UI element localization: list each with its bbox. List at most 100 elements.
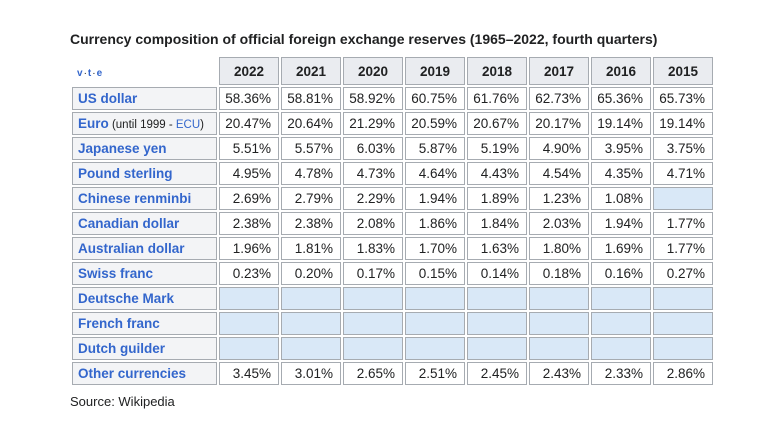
value-cell: [405, 337, 465, 360]
value-cell: [219, 312, 279, 335]
year-column-header: 2015: [653, 57, 713, 85]
value-cell: 3.75%: [653, 137, 713, 160]
value-cell: 1.84%: [467, 212, 527, 235]
value-cell: 2.38%: [219, 212, 279, 235]
vte-edit-link[interactable]: e: [96, 67, 103, 79]
value-cell: 1.69%: [591, 237, 651, 260]
value-cell: 19.14%: [591, 112, 651, 135]
value-cell: 5.57%: [281, 137, 341, 160]
value-cell: 1.80%: [529, 237, 589, 260]
value-cell: 2.38%: [281, 212, 341, 235]
value-cell: 58.36%: [219, 87, 279, 110]
currency-link[interactable]: Swiss franc: [78, 266, 154, 281]
value-cell: 0.17%: [343, 262, 403, 285]
row-label: Australian dollar: [72, 237, 217, 260]
row-label: Deutsche Mark: [72, 287, 217, 310]
value-cell: 1.89%: [467, 187, 527, 210]
value-cell: 1.86%: [405, 212, 465, 235]
value-cell: [653, 287, 713, 310]
currency-link[interactable]: Dutch guilder: [78, 341, 165, 356]
value-cell: 2.08%: [343, 212, 403, 235]
table-title: Currency composition of official foreign…: [70, 31, 658, 47]
value-cell: 62.73%: [529, 87, 589, 110]
value-cell: 19.14%: [653, 112, 713, 135]
vte-separator: ·: [92, 67, 96, 79]
currency-link[interactable]: Australian dollar: [78, 241, 185, 256]
header-row: v·t·e 2022 2021 2020 2019 2018 2017 2016 2015: [72, 57, 713, 85]
value-cell: 4.90%: [529, 137, 589, 160]
currency-link[interactable]: Deutsche Mark: [78, 291, 175, 306]
value-cell: 2.79%: [281, 187, 341, 210]
value-cell: [405, 312, 465, 335]
currency-link[interactable]: Other currencies: [78, 366, 187, 381]
value-cell: [343, 287, 403, 310]
value-cell: 1.83%: [343, 237, 403, 260]
value-cell: 0.14%: [467, 262, 527, 285]
value-cell: 4.54%: [529, 162, 589, 185]
table-row: Swiss franc 0.23% 0.20% 0.17% 0.15% 0.14% 0.18…: [72, 262, 713, 285]
vte-separator: ·: [83, 67, 87, 79]
value-cell: 5.51%: [219, 137, 279, 160]
value-cell: [281, 312, 341, 335]
row-label: Pound sterling: [72, 162, 217, 185]
value-cell: [653, 337, 713, 360]
year-column-header: 2017: [529, 57, 589, 85]
currency-link[interactable]: US dollar: [78, 91, 138, 106]
value-cell: [467, 287, 527, 310]
table-row: Other currencies 3.45% 3.01% 2.65% 2.51% 2.45…: [72, 362, 713, 385]
currency-link[interactable]: Canadian dollar: [78, 216, 180, 231]
vte-talk-link[interactable]: t: [87, 67, 92, 79]
currency-link[interactable]: Japanese yen: [78, 141, 167, 156]
value-cell: [591, 337, 651, 360]
value-cell: 20.64%: [281, 112, 341, 135]
value-cell: 1.94%: [591, 212, 651, 235]
table-body: US dollar 58.36% 58.81% 58.92% 60.75% 61.76% 6…: [72, 87, 713, 385]
value-cell: 58.81%: [281, 87, 341, 110]
value-cell: [653, 312, 713, 335]
table-row: Australian dollar 1.96% 1.81% 1.83% 1.70% 1.6…: [72, 237, 713, 260]
vte-links: v·t·e: [77, 64, 102, 79]
currency-link[interactable]: French franc: [78, 316, 160, 331]
value-cell: [343, 337, 403, 360]
source-note: Source: Wikipedia: [70, 394, 175, 409]
value-cell: [591, 287, 651, 310]
value-cell: [529, 337, 589, 360]
value-cell: 2.03%: [529, 212, 589, 235]
vte-navbar: v·t·e: [72, 57, 217, 85]
currency-link[interactable]: Euro: [78, 116, 109, 131]
value-cell: 4.64%: [405, 162, 465, 185]
row-label: Euro (until 1999 - ECU): [72, 112, 217, 135]
value-cell: 3.01%: [281, 362, 341, 385]
value-cell: 0.16%: [591, 262, 651, 285]
table-row: Canadian dollar 2.38% 2.38% 2.08% 1.86% 1.84%…: [72, 212, 713, 235]
value-cell: 65.36%: [591, 87, 651, 110]
value-cell: 2.43%: [529, 362, 589, 385]
value-cell: 4.73%: [343, 162, 403, 185]
value-cell: 21.29%: [343, 112, 403, 135]
value-cell: 2.51%: [405, 362, 465, 385]
value-cell: [467, 337, 527, 360]
reserves-table: v·t·e 2022 2021 2020 2019 2018 2017 2016 2015 U…: [70, 55, 715, 387]
value-cell: 2.33%: [591, 362, 651, 385]
currency-link[interactable]: Chinese renminbi: [78, 191, 192, 206]
value-cell: 1.77%: [653, 237, 713, 260]
vte-view-link[interactable]: v: [77, 67, 83, 79]
row-label: Japanese yen: [72, 137, 217, 160]
value-cell: 0.23%: [219, 262, 279, 285]
value-cell: 1.81%: [281, 237, 341, 260]
table-row: Euro (until 1999 - ECU) 20.47% 20.64% 21.29…: [72, 112, 713, 135]
value-cell: 5.19%: [467, 137, 527, 160]
note-link[interactable]: ECU: [175, 119, 201, 131]
value-cell: 1.77%: [653, 212, 713, 235]
currency-link[interactable]: Pound sterling: [78, 166, 173, 181]
row-label: Chinese renminbi: [72, 187, 217, 210]
value-cell: 4.78%: [281, 162, 341, 185]
table-row: Dutch guilder: [72, 337, 713, 360]
value-cell: 0.15%: [405, 262, 465, 285]
value-cell: 5.87%: [405, 137, 465, 160]
value-cell: 2.69%: [219, 187, 279, 210]
value-cell: [405, 287, 465, 310]
year-column-header: 2020: [343, 57, 403, 85]
value-cell: 2.29%: [343, 187, 403, 210]
value-cell: 60.75%: [405, 87, 465, 110]
